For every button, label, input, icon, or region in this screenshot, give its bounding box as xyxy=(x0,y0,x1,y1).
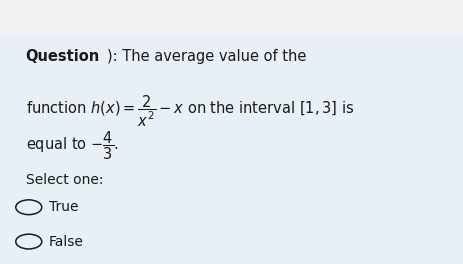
Text: True: True xyxy=(49,200,78,214)
Text: Select one:: Select one: xyxy=(25,173,103,187)
Text: False: False xyxy=(49,234,83,249)
FancyBboxPatch shape xyxy=(0,0,463,34)
Text: equal to $-\dfrac{4}{3}$.: equal to $-\dfrac{4}{3}$. xyxy=(25,129,119,162)
Text: ): The average value of the: ): The average value of the xyxy=(106,49,306,64)
Text: Question: Question xyxy=(25,49,100,64)
Text: function $h(x) = \dfrac{2}{x^2} - x$ on the interval $[1, 3]$ is: function $h(x) = \dfrac{2}{x^2} - x$ on … xyxy=(25,94,353,129)
